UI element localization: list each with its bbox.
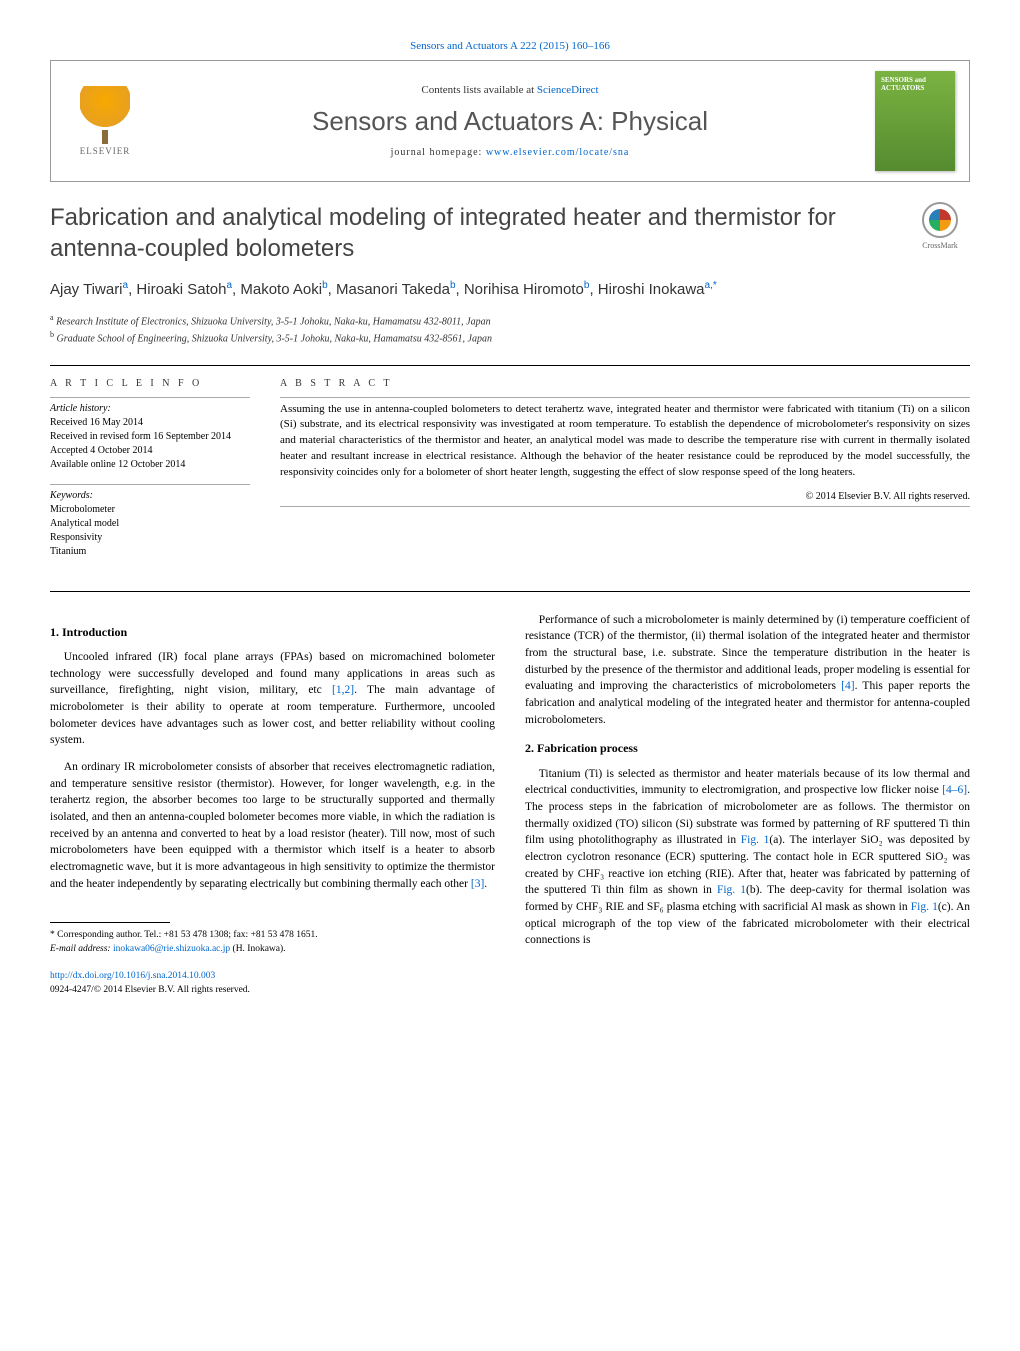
article-title: Fabrication and analytical modeling of i…	[50, 202, 890, 264]
keyword: Microbolometer	[50, 503, 250, 517]
intro-para-1: Uncooled infrared (IR) focal plane array…	[50, 649, 495, 749]
ref-link[interactable]: [3]	[471, 878, 484, 890]
journal-cover-thumb: SENSORS and ACTUATORS	[875, 71, 955, 171]
citation-header: Sensors and Actuators A 222 (2015) 160–1…	[50, 40, 970, 52]
body-column-left: 1. Introduction Uncooled infrared (IR) f…	[50, 612, 495, 998]
journal-name: Sensors and Actuators A: Physical	[165, 106, 855, 137]
fab-para: Titanium (Ti) is selected as thermistor …	[525, 766, 970, 949]
abstract: A B S T R A C T Assuming the use in ante…	[280, 378, 970, 571]
corresponding-author-footnote: * Corresponding author. Tel.: +81 53 478…	[50, 929, 495, 956]
abstract-copyright: © 2014 Elsevier B.V. All rights reserved…	[280, 491, 970, 502]
affiliation-line: b Graduate School of Engineering, Shizuo…	[50, 329, 970, 346]
fig-link[interactable]: Fig. 1	[911, 901, 938, 913]
keyword: Titanium	[50, 545, 250, 559]
doi-block: http://dx.doi.org/10.1016/j.sna.2014.10.…	[50, 970, 495, 998]
affiliation-line: a Research Institute of Electronics, Shi…	[50, 312, 970, 329]
keyword: Responsivity	[50, 531, 250, 545]
elsevier-logo: ELSEVIER	[65, 76, 145, 166]
elsevier-label: ELSEVIER	[80, 146, 131, 156]
ref-link[interactable]: [4]	[841, 680, 854, 692]
issn-line: 0924-4247/© 2014 Elsevier B.V. All right…	[50, 985, 250, 995]
received-date: Received 16 May 2014	[50, 416, 250, 430]
contents-list-line: Contents lists available at ScienceDirec…	[165, 84, 855, 96]
homepage-prefix: journal homepage:	[391, 147, 486, 158]
affiliations: a Research Institute of Electronics, Shi…	[50, 312, 970, 347]
intro-heading: 1. Introduction	[50, 624, 495, 641]
keyword: Analytical model	[50, 517, 250, 531]
doi-link[interactable]: http://dx.doi.org/10.1016/j.sna.2014.10.…	[50, 971, 215, 981]
abstract-text: Assuming the use in antenna-coupled bolo…	[280, 402, 970, 482]
article-info: A R T I C L E I N F O Article history: R…	[50, 378, 250, 571]
cover-label: SENSORS and ACTUATORS	[881, 77, 955, 92]
crossmark-icon	[922, 202, 958, 238]
journal-header: ELSEVIER Contents lists available at Sci…	[50, 60, 970, 182]
intro-para-2: An ordinary IR microbolometer consists o…	[50, 759, 495, 892]
fab-heading: 2. Fabrication process	[525, 740, 970, 757]
sciencedirect-link[interactable]: ScienceDirect	[537, 84, 599, 96]
abstract-heading: A B S T R A C T	[280, 378, 970, 389]
online-date: Available online 12 October 2014	[50, 458, 250, 472]
crossmark-badge[interactable]: CrossMark	[910, 202, 970, 250]
perf-para: Performance of such a microbolometer is …	[525, 612, 970, 729]
article-info-heading: A R T I C L E I N F O	[50, 378, 250, 389]
homepage-link[interactable]: www.elsevier.com/locate/sna	[486, 147, 630, 158]
author-list: Ajay Tiwaria, Hiroaki Satoha, Makoto Aok…	[50, 278, 970, 302]
fig-link[interactable]: Fig. 1	[717, 884, 746, 896]
email-link[interactable]: inokawa06@rie.shizuoka.ac.jp	[113, 944, 230, 954]
revised-date: Received in revised form 16 September 20…	[50, 430, 250, 444]
contents-prefix: Contents lists available at	[421, 84, 536, 96]
email-tail: (H. Inokawa).	[230, 944, 285, 954]
ref-link[interactable]: [4–6]	[942, 784, 967, 796]
accepted-date: Accepted 4 October 2014	[50, 444, 250, 458]
history-label: Article history:	[50, 402, 250, 416]
corr-author-line: * Corresponding author. Tel.: +81 53 478…	[50, 929, 495, 942]
crossmark-label: CrossMark	[922, 241, 958, 250]
keywords-label: Keywords:	[50, 489, 250, 503]
email-label: E-mail address:	[50, 944, 113, 954]
homepage-line: journal homepage: www.elsevier.com/locat…	[165, 147, 855, 158]
body-column-right: Performance of such a microbolometer is …	[525, 612, 970, 998]
elsevier-tree-icon	[80, 86, 130, 136]
fig-link[interactable]: Fig. 1	[741, 834, 770, 846]
ref-link[interactable]: [1,2]	[332, 684, 354, 696]
